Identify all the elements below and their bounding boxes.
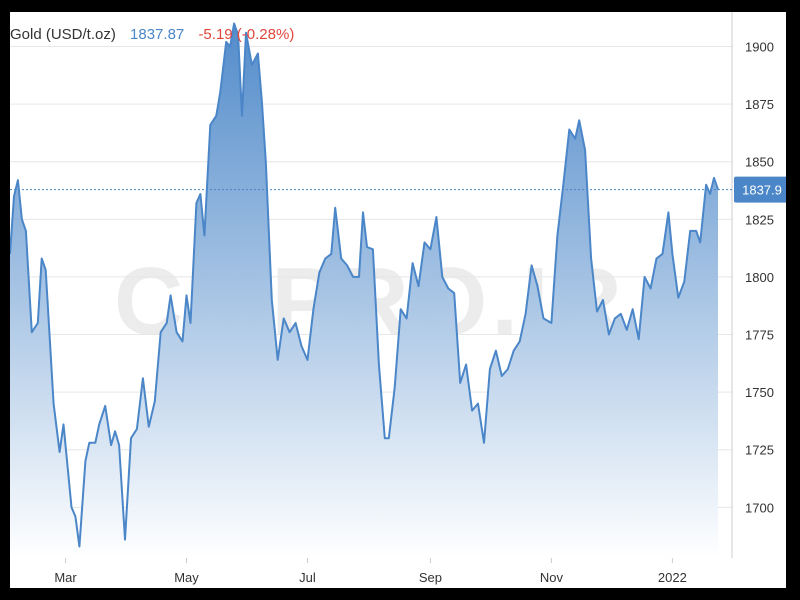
y-tick-label: 1775 [745, 328, 774, 343]
price-line [10, 22, 719, 548]
last-price-label: 1837.9 [734, 176, 786, 203]
gold-price-chart: CMPRO.IR 1700172517501775180018251850187… [10, 12, 786, 585]
x-tick-label: May [174, 570, 199, 585]
y-tick-label: 1825 [745, 212, 774, 227]
y-axis: 1700 1725 1750 1775 1800 1825 1850 1875 1900 [745, 40, 774, 516]
chart-frame: CMPRO.IR 1700172517501775180018251850187… [10, 12, 786, 588]
y-tick-label: 1875 [745, 97, 774, 112]
x-tick-label: Sep [419, 570, 442, 585]
y-tick-label: 1800 [745, 270, 774, 285]
price-area [10, 23, 718, 558]
x-tick-label: 2022 [658, 570, 687, 585]
current-price: 1837.87 [130, 26, 185, 43]
last-price-label-bg [734, 176, 786, 203]
x-tick-label: Nov [540, 570, 564, 585]
instrument-name: Gold (USD/t.oz) [10, 26, 116, 43]
x-tick-label: Jul [299, 570, 316, 585]
y-tick-label: 1900 [745, 40, 774, 55]
y-tick-label: 1750 [745, 385, 774, 400]
y-tick-label: 1700 [745, 500, 774, 515]
y-tick-label: 1850 [745, 155, 774, 170]
price-change: -5.19 (-0.28%) [198, 26, 295, 43]
y-tick-label: 1725 [745, 443, 774, 458]
x-axis: Mar May Jul Sep Nov 2022 [54, 558, 687, 585]
chart-header: Gold (USD/t.oz) 1837.87 -5.19 (-0.28%) [10, 26, 304, 46]
last-price-label-text: 1837.9 [742, 183, 782, 198]
x-tick-label: Mar [54, 570, 77, 585]
